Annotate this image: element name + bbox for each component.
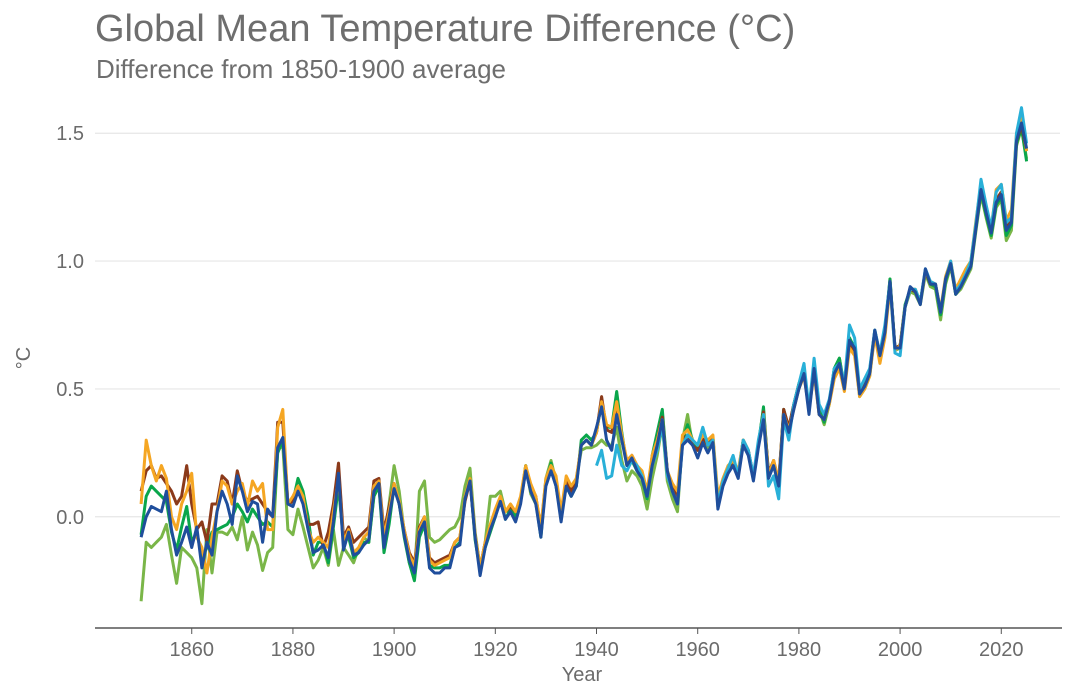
chart-title: Global Mean Temperature Difference (°C) xyxy=(95,8,796,50)
x-tick-label: 1940 xyxy=(574,639,619,661)
y-tick-label: 1.0 xyxy=(56,251,84,273)
y-tick-label: 0.5 xyxy=(56,379,84,401)
x-tick-label: 1900 xyxy=(372,639,417,661)
series-line-5 xyxy=(139,121,1029,578)
x-tick-label: 1880 xyxy=(271,639,316,661)
x-axis-label: Year xyxy=(562,664,603,686)
x-tick-label: 2000 xyxy=(878,639,923,661)
series-line-0 xyxy=(139,126,1029,606)
y-tick-label: 0.0 xyxy=(56,507,84,529)
x-tick-label: 1920 xyxy=(473,639,518,661)
x-tick-label: 1860 xyxy=(169,639,214,661)
chart-subtitle: Difference from 1850-1900 average xyxy=(96,54,506,84)
y-axis-label: °C xyxy=(13,347,35,369)
x-axis-ticks: 1860 1880 1900 1920 1940 1960 1980 2000 2020 xyxy=(169,628,1024,661)
series-lines xyxy=(139,106,1029,606)
x-tick-label: 1980 xyxy=(777,639,822,661)
y-tick-label: 1.5 xyxy=(56,123,84,145)
series-line-4 xyxy=(595,106,1029,506)
x-tick-label: 2020 xyxy=(979,639,1024,661)
y-axis-ticks: 0.0 0.5 1.0 1.5 xyxy=(56,123,84,529)
gridlines xyxy=(95,132,1060,518)
x-tick-label: 1960 xyxy=(675,639,720,661)
